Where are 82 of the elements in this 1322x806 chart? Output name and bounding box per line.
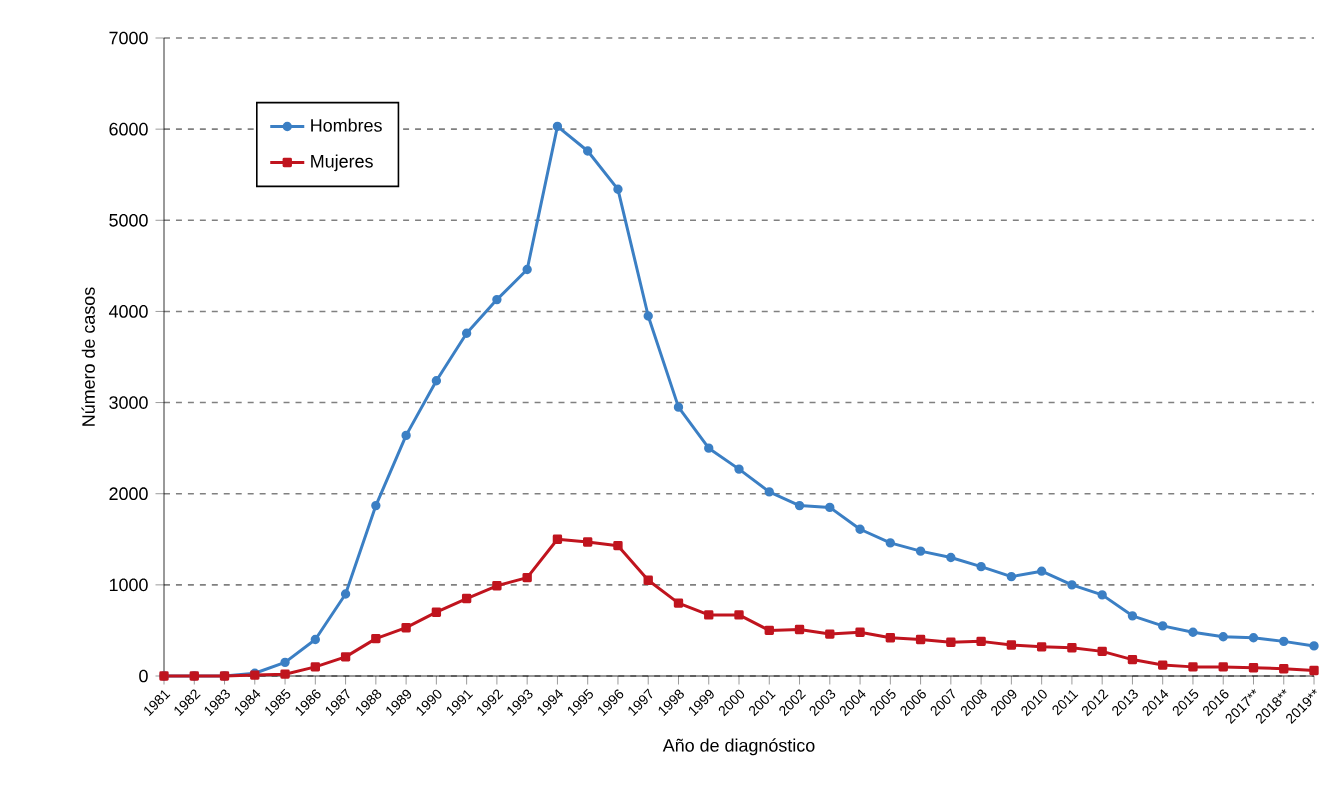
point (1248, 663, 1259, 673)
point (522, 572, 532, 583)
point (1127, 654, 1138, 665)
point (401, 430, 411, 441)
point (340, 589, 351, 599)
y-tick-label: 7000 (109, 31, 148, 45)
point (1309, 665, 1319, 676)
point (461, 593, 472, 604)
point (1188, 627, 1198, 637)
point (522, 264, 532, 275)
point (401, 623, 411, 633)
point (855, 524, 865, 534)
point (1158, 621, 1168, 631)
point (461, 328, 472, 338)
point (1218, 632, 1228, 642)
point (1279, 664, 1289, 674)
point (310, 634, 321, 645)
point (1006, 640, 1017, 650)
point (643, 311, 653, 321)
point (492, 294, 502, 305)
y-tick-label: 6000 (109, 122, 148, 136)
point (704, 443, 714, 453)
point (976, 636, 986, 647)
y-tick-label: 4000 (108, 305, 148, 318)
point (431, 376, 442, 386)
point (915, 634, 926, 645)
point (1067, 643, 1077, 653)
point (946, 552, 956, 563)
legend-label: Hombres (311, 118, 382, 132)
point (431, 607, 442, 617)
point (734, 464, 744, 474)
point (1036, 566, 1047, 576)
y-axis-title: Número de casos (81, 287, 95, 426)
point (1036, 642, 1047, 652)
point (794, 624, 805, 635)
point (371, 633, 381, 644)
y-tick-label: 5000 (109, 213, 148, 227)
point (885, 538, 896, 548)
legend-label: Mujeres (311, 154, 373, 172)
y-tick-label: 0 (139, 669, 148, 683)
point (946, 637, 956, 647)
point (915, 546, 926, 556)
point (976, 561, 986, 572)
point (825, 502, 835, 513)
point (1309, 641, 1319, 651)
point (734, 610, 744, 620)
point (583, 537, 593, 547)
y-tick-label: 3000 (109, 396, 148, 409)
point (280, 657, 290, 668)
point (1279, 636, 1289, 647)
point (673, 402, 684, 412)
point (1248, 633, 1259, 643)
point (613, 184, 623, 194)
x-axis-title: Año de diagnóstico (662, 738, 815, 756)
point (552, 534, 563, 544)
point (280, 669, 290, 679)
point (492, 581, 502, 591)
point (1218, 662, 1228, 672)
point (583, 146, 593, 156)
point (1067, 580, 1077, 590)
point (643, 575, 653, 585)
point (1097, 590, 1107, 600)
point (825, 629, 835, 639)
point (1127, 611, 1138, 621)
point (794, 500, 805, 511)
y-tick-label: 1000 (109, 578, 148, 592)
point (1006, 571, 1017, 582)
point (1097, 646, 1107, 657)
point (704, 610, 714, 620)
point (310, 662, 321, 672)
point (885, 633, 896, 643)
point (340, 652, 351, 662)
point (673, 598, 684, 608)
y-tick-label: 2000 (109, 487, 148, 501)
point (613, 540, 623, 551)
point (371, 500, 381, 511)
point (552, 121, 563, 132)
point (1158, 660, 1168, 670)
point (764, 625, 774, 636)
point (764, 487, 774, 497)
point (1188, 662, 1198, 672)
point (855, 627, 865, 637)
